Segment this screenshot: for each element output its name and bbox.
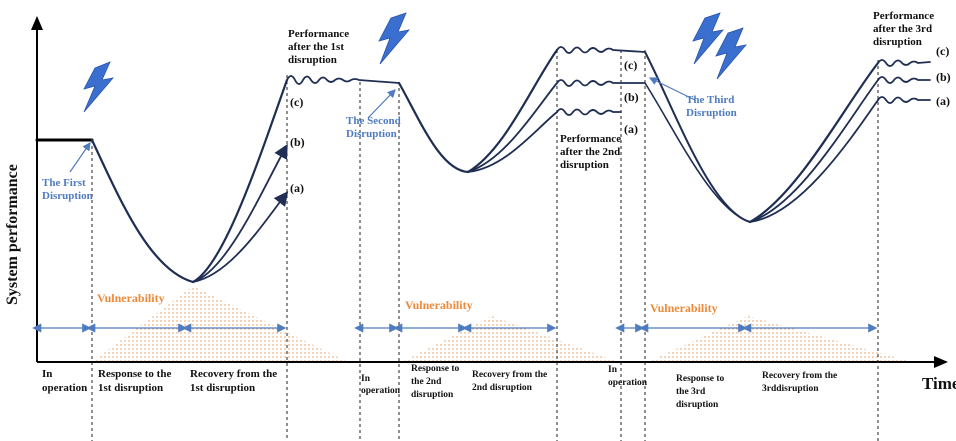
- vulnerability-label-2: Vulnerability: [405, 298, 473, 312]
- curve-label-a-2: (a): [624, 122, 638, 136]
- curve-label-b-1: (b): [290, 135, 305, 149]
- curve-label-a-3: (a): [936, 94, 950, 108]
- curve-label-c-1: (c): [290, 95, 303, 109]
- oscillation-b-2: [556, 79, 646, 87]
- y-axis-label: System performance: [4, 164, 21, 305]
- disruption-pointers: [69, 77, 696, 173]
- lightning-icons: [83, 12, 748, 113]
- lightning-icon: [715, 27, 748, 80]
- second-recovery-b: [467, 82, 558, 173]
- third-response-from-c: [644, 51, 751, 223]
- performance-curves: [35, 46, 931, 284]
- performance-after-second: Performance after the 2nd disruption: [560, 133, 621, 171]
- phase-response-3: Response to the 3rd disruption: [676, 374, 725, 410]
- lightning-icon: [378, 12, 411, 65]
- third-disruption-label: The Third Disruption: [686, 94, 737, 119]
- third-response-from-b: [644, 82, 751, 223]
- curve-label-c-2: (c): [624, 58, 637, 72]
- recovery-curve-c: [191, 78, 289, 284]
- oscillation-b-3: [877, 76, 931, 84]
- curve-label-b-3: (b): [936, 70, 951, 84]
- third-recovery-b: [749, 79, 879, 223]
- lightning-icon: [692, 12, 725, 65]
- phase-dividers: [91, 50, 879, 441]
- third-recovery-c: [748, 61, 880, 224]
- first-disruption-label: The First Disruption: [42, 177, 93, 202]
- second-disruption-label: The Second Disruption: [346, 115, 401, 140]
- phase-in-operation-3: In operation: [608, 365, 648, 388]
- lightning-icon: [83, 61, 115, 113]
- vulnerability-label-3: Vulnerability: [650, 301, 718, 315]
- phase-response-2: Response to the 2nd disruption: [411, 364, 460, 400]
- phase-in-operation-2: In operation: [361, 374, 401, 396]
- oscillation-c-2: [556, 46, 646, 54]
- phase-in-operation-1: In operation: [42, 368, 87, 394]
- second-recovery-a: [467, 111, 558, 173]
- second-recovery-c: [466, 48, 559, 174]
- curve-label-c-3: (c): [936, 44, 949, 58]
- x-axis-label: Time: [922, 374, 956, 393]
- vulnerability-label-1: Vulnerability: [97, 291, 165, 305]
- phase-recovery-3: Recovery from the 3rddisruption: [762, 371, 837, 394]
- first-response-curve: [90, 138, 195, 284]
- phase-response-1: Response to the 1st disruption: [98, 368, 171, 394]
- second-response-curve: [397, 81, 470, 174]
- axes: [31, 16, 948, 368]
- oscillation-c-3: [877, 59, 931, 67]
- phase-recovery-2: Recovery from the 2nd disruption: [472, 370, 547, 393]
- oscillation-a-3: [877, 96, 931, 104]
- performance-after-third: Performance after the 3rd disruption: [873, 10, 934, 48]
- performance-after-first: Performance after the 1st disruption: [288, 28, 349, 66]
- third-recovery-a: [749, 99, 879, 223]
- recovery-curve-b: [192, 143, 288, 283]
- phase-recovery-1: Recovery from the 1st disruption: [190, 368, 277, 394]
- oscillation-a-2: [556, 108, 622, 116]
- curve-label-b-2: (b): [624, 90, 639, 104]
- vulnerability-area-2: [402, 316, 618, 362]
- curve-label-a-1: (a): [290, 181, 304, 195]
- oscillation-after-first: [286, 75, 400, 85]
- recovery-curve-a: [192, 191, 289, 283]
- vulnerability-area-3: [648, 316, 912, 362]
